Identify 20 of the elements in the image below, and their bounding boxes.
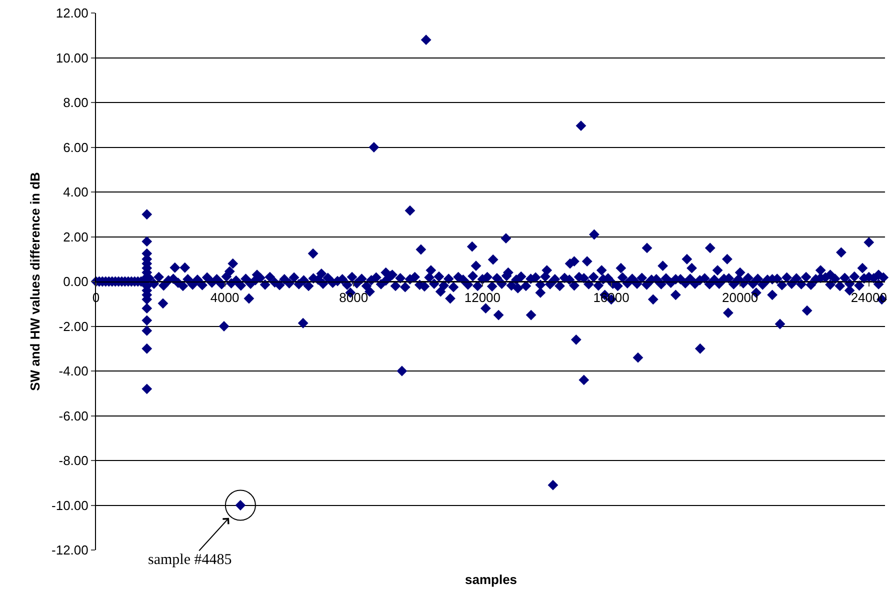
x-tick-label: 20000: [722, 290, 758, 306]
y-tick-label: -12.00: [52, 542, 88, 558]
y-axis-title: SW and HW values difference in dB: [27, 172, 42, 391]
y-tick-label: -6.00: [58, 408, 88, 424]
x-tick-label: 8000: [339, 290, 368, 306]
y-tick-label: -4.00: [58, 364, 88, 379]
x-tick-label: 12000: [464, 290, 501, 306]
y-tick-label: 2.00: [63, 229, 88, 244]
x-axis-title: samples: [465, 572, 518, 587]
y-tick-label: 8.00: [63, 95, 88, 110]
y-tick-label: 6.00: [63, 140, 88, 155]
annotation: sample #4485: [148, 552, 232, 568]
y-tick-label: -2.00: [58, 318, 88, 334]
x-tick-label: 4000: [210, 290, 240, 306]
y-tick-label: 4.00: [63, 184, 88, 200]
y-tick-label: 12.00: [56, 6, 88, 21]
y-tick-label: 0.00: [63, 274, 88, 290]
y-tick-label: 10.00: [56, 50, 88, 66]
y-tick-label: -10.00: [52, 498, 88, 513]
y-tick-label: -8.00: [58, 453, 88, 468]
